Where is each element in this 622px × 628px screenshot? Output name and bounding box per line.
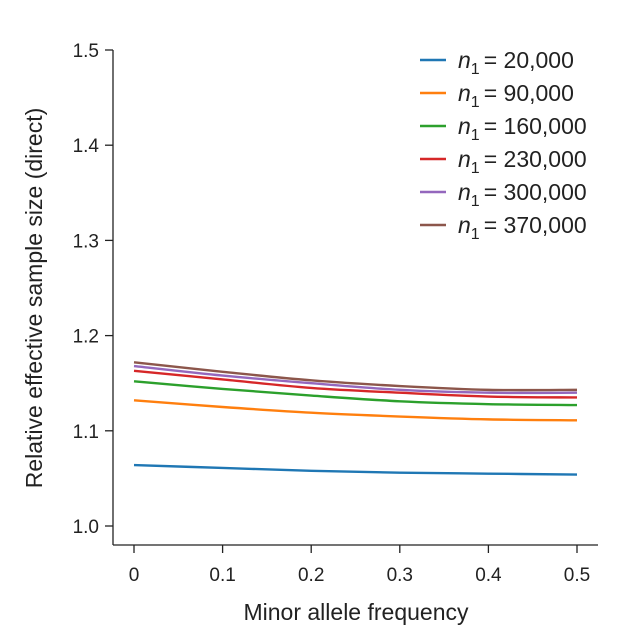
legend-label-5: n1 = 370,000	[458, 212, 587, 243]
axes: 1.0 1.1 1.2 1.3 1.4 1.5 0 0.1 0.2 0.3 0.4 0.5	[73, 41, 598, 586]
series-line-0	[133, 463, 578, 476]
y-tick-label: 1.4	[73, 136, 100, 157]
x-tick-label: 0.1	[209, 565, 235, 586]
legend-label-1: n1 = 90,000	[458, 80, 574, 111]
x-tick-label: 0.4	[475, 565, 502, 586]
legend-label-0: n1 = 20,000	[458, 47, 574, 78]
series-line-4	[133, 364, 578, 395]
y-axis-label: Relative effective sample size (direct)	[21, 108, 47, 489]
x-tick-label: 0.5	[564, 565, 590, 586]
series-line-2	[133, 380, 578, 407]
series-line-5	[133, 361, 578, 392]
series-layer	[133, 361, 578, 476]
x-axis-label: Minor allele frequency	[243, 599, 469, 625]
series-line-3	[133, 369, 578, 399]
y-tick-label: 1.1	[73, 422, 99, 443]
y-tick-label: 1.0	[73, 517, 99, 538]
legend-label-3: n1 = 230,000	[458, 146, 587, 177]
series-line-1	[133, 399, 578, 422]
y-tick-label: 1.3	[73, 231, 99, 252]
x-tick-label: 0.3	[387, 565, 413, 586]
x-tick-label: 0.2	[298, 565, 324, 586]
legend-label-4: n1 = 300,000	[458, 179, 587, 210]
legend-label-2: n1 = 160,000	[458, 113, 587, 144]
y-tick-label: 1.2	[73, 327, 99, 348]
x-tick-label: 0	[129, 565, 140, 586]
y-tick-label: 1.5	[73, 41, 99, 62]
